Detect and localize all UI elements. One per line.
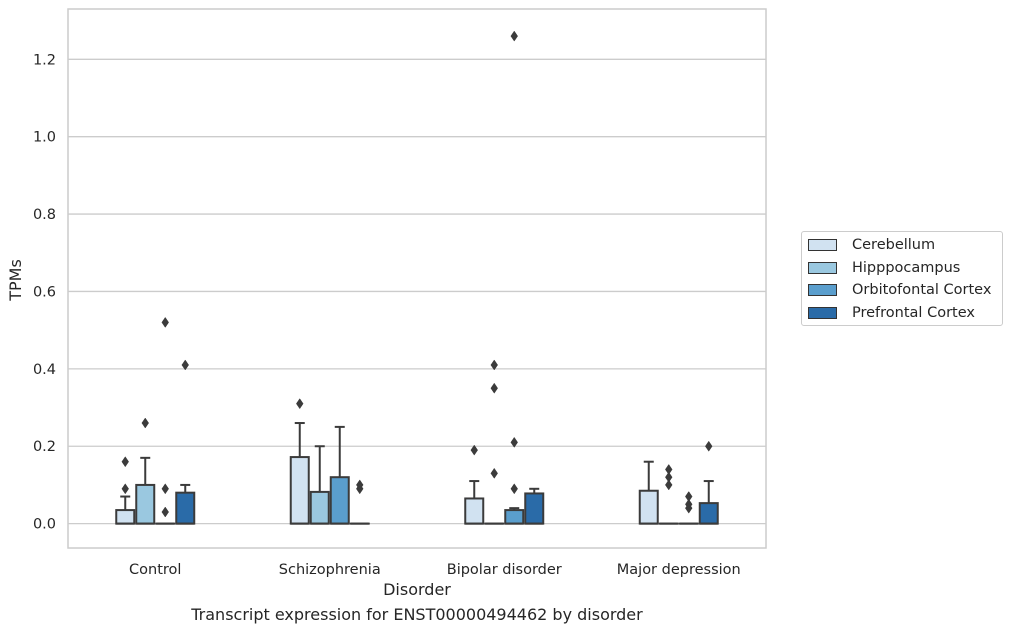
box	[524, 492, 545, 525]
grid-lines	[68, 58, 766, 525]
y-tick-label: 0.6	[33, 284, 56, 300]
legend-item-orbitofrontal-cortex: Orbitofontal Cortex	[808, 280, 991, 300]
legend-label: Hipppocampus	[852, 260, 961, 276]
chart-caption: Transcript expression for ENST0000049446…	[191, 605, 643, 624]
outlier-point	[356, 479, 364, 491]
legend-label: Orbitofontal Cortex	[852, 282, 992, 298]
outlier-point	[685, 491, 693, 502]
outlier-point	[665, 479, 673, 491]
box	[638, 489, 659, 525]
outlier-point	[490, 467, 498, 479]
x-tick-label: Schizophrenia	[279, 562, 381, 578]
y-tick-label: 1.2	[33, 52, 56, 68]
box	[309, 490, 330, 525]
outlier-point	[161, 506, 169, 518]
legend-swatch	[808, 239, 837, 251]
plot-frame	[67, 8, 767, 549]
box	[698, 502, 719, 525]
y-axis-ticks: 0.0 0.2 0.4 0.6 0.8 1.0 1.2	[33, 52, 56, 532]
legend-label: Prefrontal Cortex	[852, 305, 975, 321]
box	[175, 491, 196, 525]
y-tick-label: 0.4	[33, 362, 56, 378]
x-axis-label: Disorder	[383, 580, 451, 599]
outlier-point	[121, 483, 129, 495]
outlier-point	[705, 440, 713, 452]
outlier-point	[685, 498, 693, 510]
legend-item-prefrontal-cortex: Prefrontal Cortex	[808, 303, 975, 323]
outlier-point	[510, 483, 518, 495]
y-tick-label: 0.0	[33, 517, 56, 533]
legend-item-cerebellum: Cerebellum	[808, 235, 935, 255]
legend-swatch	[808, 262, 837, 274]
legend-item-hippocampus: Hipppocampus	[808, 258, 960, 278]
y-tick-label: 0.8	[33, 207, 56, 223]
legend: Cerebellum Hipppocampus Orbitofontal Cor…	[801, 231, 1003, 326]
outlier-point	[490, 382, 498, 394]
outlier-point	[181, 359, 189, 371]
outlier-point	[141, 417, 149, 429]
legend-swatch	[808, 284, 837, 296]
y-tick-label: 1.0	[33, 130, 56, 146]
outlier-point	[665, 464, 673, 475]
box	[289, 456, 310, 525]
legend-swatch	[808, 307, 837, 319]
outlier-point	[121, 456, 129, 468]
box	[115, 509, 136, 525]
x-tick-label: Control	[129, 562, 181, 578]
outlier-point	[490, 359, 498, 371]
x-tick-label: Bipolar disorder	[447, 562, 562, 578]
legend-label: Cerebellum	[852, 237, 936, 253]
outlier-point	[296, 398, 304, 410]
outlier-point	[510, 436, 518, 448]
x-axis-ticks: Control Schizophrenia Bipolar disorder Majo…	[129, 562, 741, 578]
outlier-point	[665, 471, 673, 483]
plot-area	[115, 30, 719, 525]
box	[329, 476, 350, 525]
outlier-point	[161, 483, 169, 495]
box	[135, 483, 156, 525]
y-tick-label: 0.2	[33, 439, 56, 455]
outlier-point	[510, 30, 518, 42]
y-axis-label: TPMs	[6, 259, 25, 302]
outlier-point	[470, 444, 478, 456]
box	[504, 509, 525, 525]
box	[464, 497, 485, 525]
outlier-point	[161, 316, 169, 328]
x-tick-label: Major depression	[617, 562, 741, 578]
